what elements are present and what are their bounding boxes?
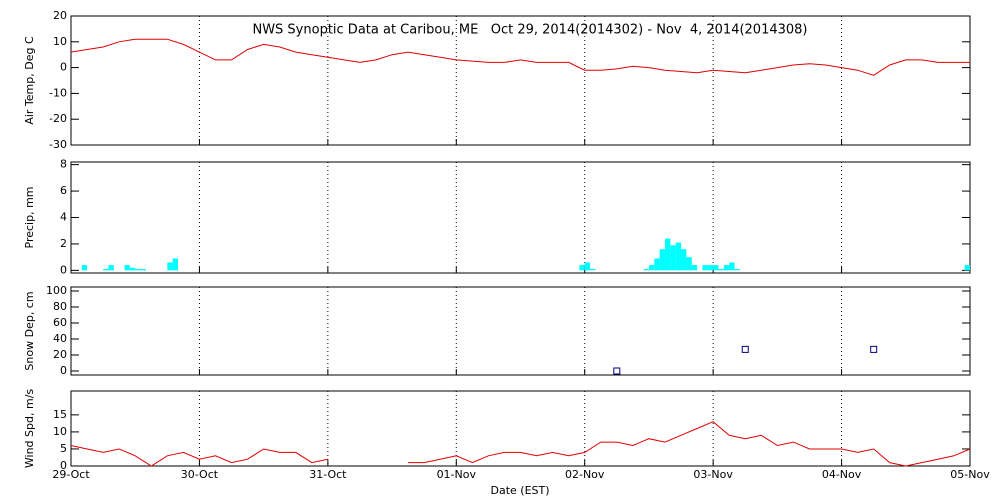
bar [718,269,724,271]
bar [670,245,676,271]
y-axis-label: Snow Dep, cm [23,291,36,370]
plot-frame [70,161,971,274]
data-line [70,38,970,76]
bar [707,265,714,271]
y-tick-label: 6 [60,184,67,197]
y-tick-label: -20 [49,112,67,125]
bar [713,265,719,271]
y-tick-label: 8 [60,158,67,171]
chart-title: NWS Synoptic Data at Caribou, ME Oct 29,… [252,23,807,38]
y-tick-label: 10 [53,35,67,48]
y-tick-label: 15 [53,408,67,421]
bar [584,262,591,271]
x-tick-label: 04-Nov [822,468,862,481]
x-tick-label: 31-Oct [309,468,347,481]
y-tick-label: 20 [53,9,67,22]
point [613,367,621,375]
y-tick-label: 2 [60,237,67,250]
bar [108,265,114,271]
y-tick-label: 5 [60,442,67,455]
bar [140,269,146,271]
x-tick-label: 30-Oct [181,468,219,481]
bar [103,269,109,271]
y-tick-label: 10 [53,425,67,438]
y-tick-label: 40 [53,332,67,345]
x-tick-label: 05-Nov [950,468,990,481]
y-tick-label: 0 [60,61,67,74]
bar [135,269,141,271]
x-tick-label: 03-Nov [693,468,733,481]
y-axis-label: Wind Spd, m/s [23,389,36,469]
y-axis-label: Air Temp, Deg C [23,36,36,125]
bar [659,249,665,271]
bar [648,265,655,271]
bar [129,267,136,271]
y-tick-label: 60 [53,316,67,329]
y-tick-label: 0 [60,459,67,472]
y-tick-label: 4 [60,211,67,224]
x-tick-label: 01-Nov [437,468,477,481]
x-tick-label: 29-Oct [52,468,90,481]
y-axis-label: Precip, mm [23,187,36,249]
data-line [70,421,971,467]
y-tick-label: 0 [60,364,67,377]
bar [590,269,596,271]
y-tick-label: 20 [53,348,67,361]
x-tick-label: 02-Nov [565,468,605,481]
bar [664,238,671,271]
bar [723,265,730,271]
bar [681,249,687,271]
bar [579,265,585,271]
bar [81,265,88,271]
bar [729,262,735,271]
bar [172,258,179,271]
y-tick-label: -30 [49,138,67,151]
point [870,345,878,353]
x-axis-label: Date (EST) [490,484,549,497]
bar [686,257,692,271]
y-tick-label: 0 [60,263,67,276]
y-tick-label: 100 [46,284,67,297]
bar [734,269,740,271]
plot-frame [70,286,971,376]
point [741,345,749,353]
bar [654,258,660,271]
bar [124,265,130,271]
bar [643,269,649,271]
bar [675,242,682,271]
bar [691,265,698,271]
bar [167,262,173,271]
y-tick-label: 80 [53,300,67,313]
y-tick-label: -10 [49,86,67,99]
bar [702,265,708,271]
plot-frame [70,390,971,467]
bar [964,265,970,271]
